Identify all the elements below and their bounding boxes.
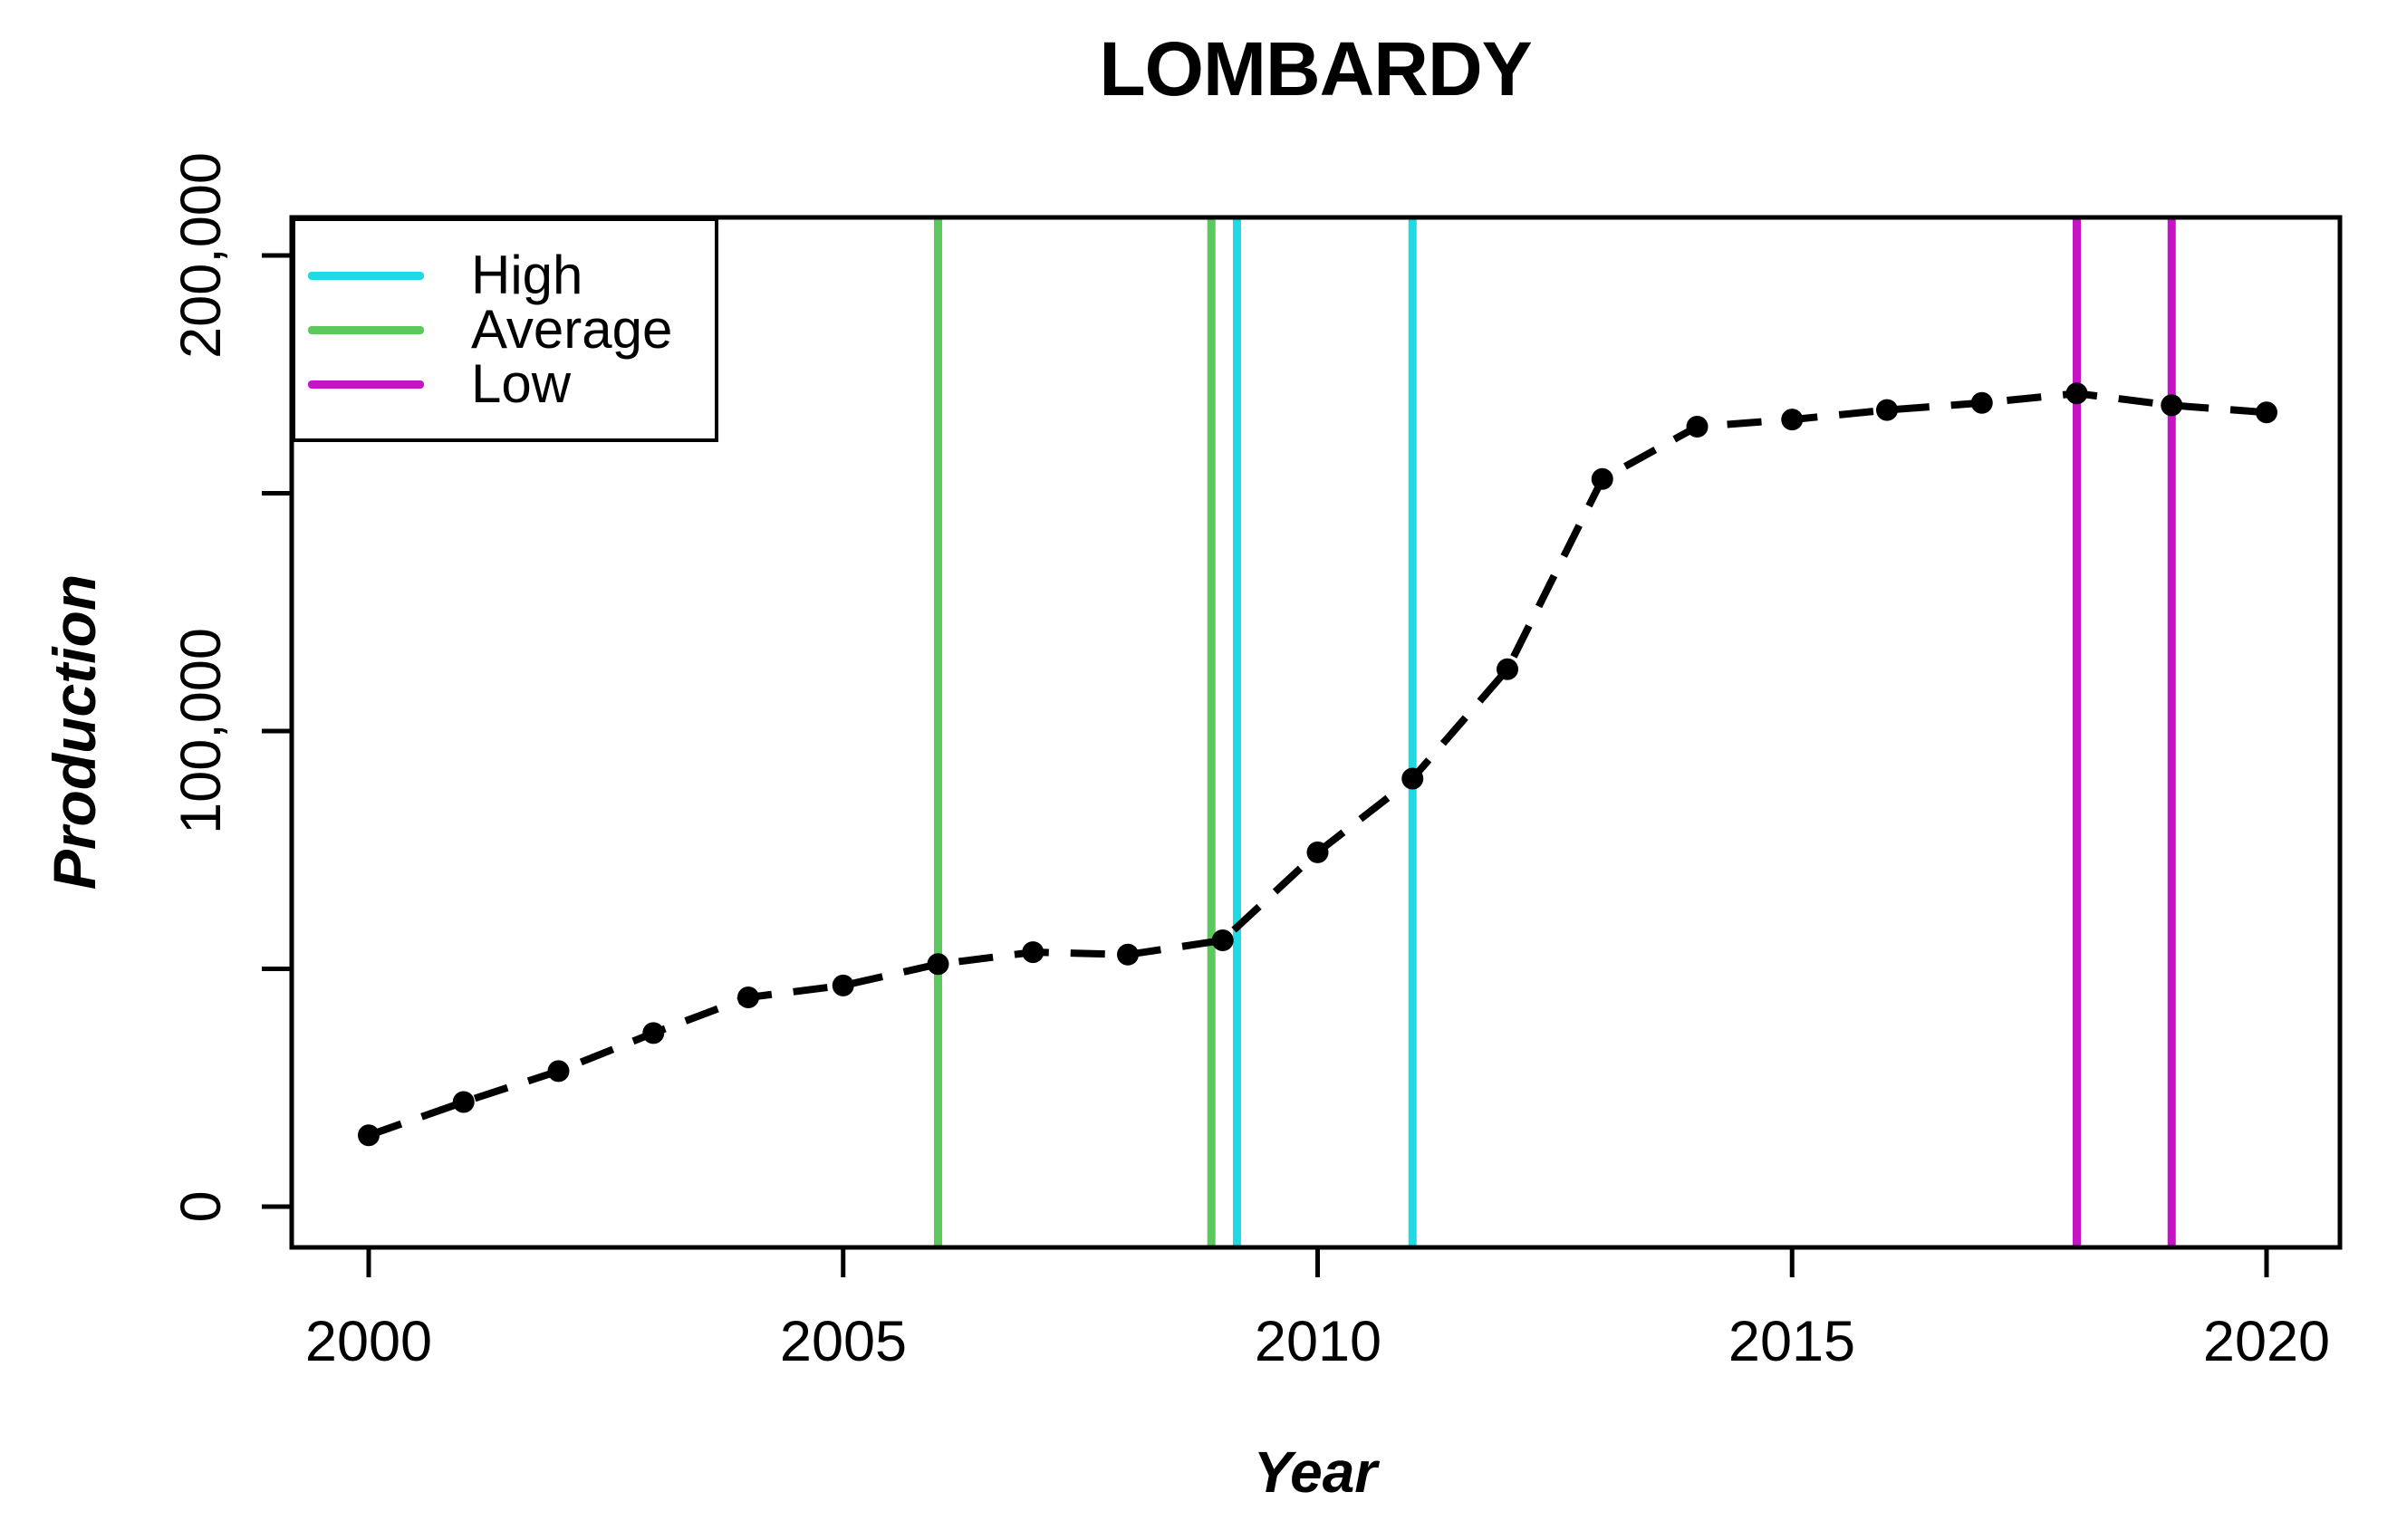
- x-tick-label-2005: 2005: [779, 1310, 908, 1373]
- average-line-swatch: [308, 325, 424, 334]
- legend: High Average Low: [292, 217, 718, 442]
- y-tick-label-100000: 100,000: [169, 628, 233, 834]
- chart-title: LOMBARDY: [1099, 26, 1532, 111]
- legend-row-high: High: [295, 248, 715, 303]
- legend-row-low: Low: [295, 357, 715, 411]
- y-tick-label-0: 0: [169, 1190, 233, 1223]
- x-tick-label-2000: 2000: [304, 1310, 433, 1373]
- x-axis-label: Year: [1253, 1439, 1378, 1505]
- legend-label-low: Low: [471, 353, 572, 414]
- legend-row-average: Average: [295, 303, 715, 357]
- y-tick-label-200000: 200,000: [169, 152, 233, 359]
- y-axis-label: Production: [41, 573, 108, 890]
- low-line-swatch: [308, 380, 424, 389]
- legend-label-average: Average: [471, 299, 673, 360]
- x-tick-label-2010: 2010: [1254, 1310, 1382, 1373]
- x-tick-label-2015: 2015: [1728, 1310, 1856, 1373]
- x-tick-label-2020: 2020: [2202, 1310, 2331, 1373]
- high-line-swatch: [308, 271, 424, 280]
- legend-label-high: High: [471, 245, 583, 305]
